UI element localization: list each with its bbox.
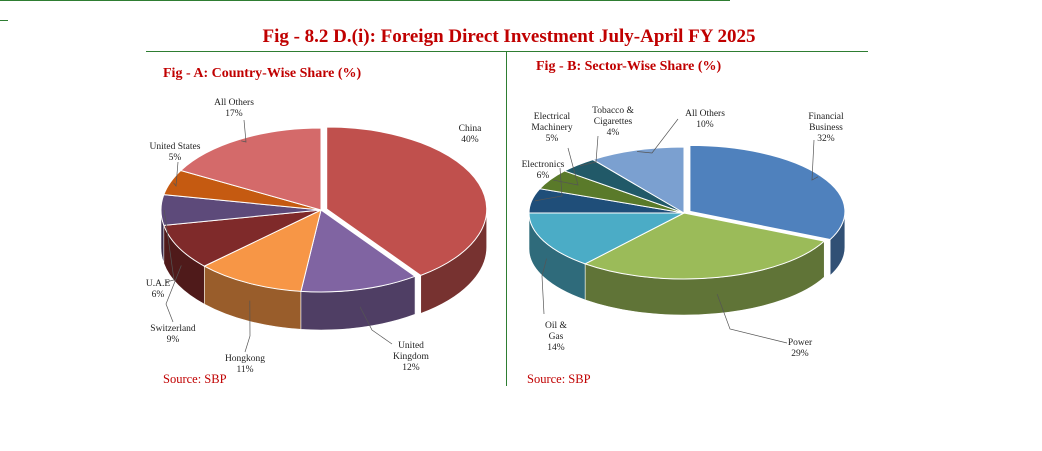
slice-value-label: 40% bbox=[461, 135, 479, 145]
pie-slice-china bbox=[326, 126, 488, 276]
leader-line-united-kingdom bbox=[359, 306, 393, 345]
slice-value-label: 5% bbox=[546, 134, 559, 144]
panel-a-source: Source: SBP bbox=[163, 372, 227, 386]
leader-line-hongkong bbox=[244, 300, 251, 353]
pie-slice-switzerland bbox=[163, 209, 322, 267]
leader-line-u-a-e bbox=[163, 209, 175, 283]
leader-line-financial-business bbox=[811, 139, 819, 181]
slice-name-label: United bbox=[398, 341, 424, 351]
leader-line-all-others bbox=[637, 118, 679, 154]
leader-line-electrical-machinery bbox=[553, 147, 579, 186]
leader-line-tobacco-cigarettes bbox=[579, 135, 599, 167]
slice-value-label: 10% bbox=[696, 120, 714, 130]
pie-slice-all-others bbox=[591, 146, 685, 214]
panel-b-title: Fig - B: Sector-Wise Share (%) bbox=[536, 59, 722, 74]
slice-value-label: 5% bbox=[169, 153, 182, 163]
slice-name-label: Electrical bbox=[534, 112, 571, 122]
slice-name-label: United States bbox=[150, 142, 201, 152]
slice-name-label: Oil & bbox=[545, 321, 568, 331]
leader-line-united-states bbox=[173, 161, 179, 187]
leader-line-power bbox=[716, 294, 788, 344]
panel-b-source: Source: SBP bbox=[527, 372, 591, 386]
top-divider bbox=[0, 0, 730, 1]
slice-name-label: All Others bbox=[214, 98, 254, 108]
slice-value-label: 32% bbox=[817, 134, 835, 144]
slice-name-label: Cigarettes bbox=[594, 117, 633, 127]
slice-value-label: 12% bbox=[402, 363, 420, 373]
slice-name-label: Gas bbox=[549, 332, 564, 342]
leader-line-all-others bbox=[241, 119, 247, 143]
panel-divider bbox=[506, 52, 507, 386]
slice-name-label: Switzerland bbox=[150, 324, 196, 334]
leader-line-switzerland bbox=[165, 265, 182, 323]
slice-label-u-a-e: U.A.E6% bbox=[146, 209, 175, 300]
pie-slice-all-others bbox=[179, 127, 322, 211]
pie-slice-financial-business bbox=[689, 144, 846, 241]
slice-value-label: 14% bbox=[547, 343, 565, 353]
slice-name-label: Tobacco & bbox=[592, 106, 634, 116]
slice-value-label: 29% bbox=[791, 349, 809, 359]
pie-slice-power bbox=[583, 212, 826, 280]
slice-value-label: 9% bbox=[167, 335, 180, 345]
leader-line-oil-gas-explorations bbox=[541, 258, 547, 315]
pie-slice-hongkong bbox=[203, 209, 322, 292]
title-underline bbox=[146, 51, 868, 52]
left-marker bbox=[0, 20, 8, 21]
slice-name-label: Power bbox=[788, 338, 813, 348]
pie-slice-united-kingdom bbox=[300, 209, 417, 293]
slice-name-label: Business bbox=[809, 123, 843, 133]
leader-line-electronics bbox=[534, 167, 563, 202]
panel-a-title: Fig - A: Country-Wise Share (%) bbox=[163, 66, 362, 81]
figure-title: Fig - 8.2 D.(i): Foreign Direct Investme… bbox=[262, 26, 756, 47]
pie-slice-oil-gas-explorations bbox=[528, 212, 685, 265]
slice-value-label: 11% bbox=[236, 365, 253, 375]
slice-value-label: 6% bbox=[152, 290, 165, 300]
slice-value-label: 17% bbox=[225, 109, 243, 119]
slice-name-label: Hongkong bbox=[225, 354, 265, 364]
slice-name-label: Kingdom bbox=[393, 352, 430, 362]
slice-name-label: U.A.E bbox=[146, 279, 170, 289]
slice-name-label: Machinery bbox=[531, 123, 572, 133]
slice-name-label: China bbox=[459, 124, 482, 134]
slice-value-label: 6% bbox=[537, 171, 550, 181]
slice-name-label: Electronics bbox=[522, 160, 565, 170]
slice-name-label: All Others bbox=[685, 109, 725, 119]
slice-name-label: Financial bbox=[808, 112, 844, 122]
slice-value-label: 4% bbox=[607, 128, 620, 138]
